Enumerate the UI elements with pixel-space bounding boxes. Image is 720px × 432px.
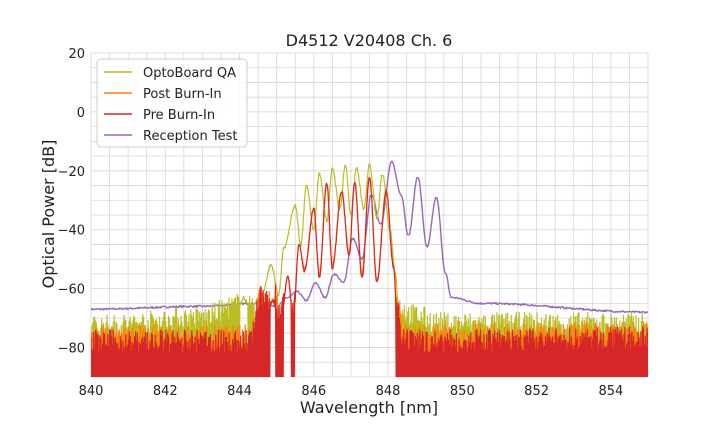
x-tick-label: 844 bbox=[227, 384, 252, 399]
x-tick-label: 848 bbox=[376, 384, 401, 399]
series-line-pre-burn-in bbox=[91, 177, 648, 377]
y-tick-label: −20 bbox=[58, 165, 85, 180]
tick-labels: 840 842 844 846 848 850 852 854 20 0 −20 −40 −60 −80 bbox=[58, 47, 624, 399]
legend: OptoBoard QA Post Burn-In Pre Burn-In Recep… bbox=[96, 58, 248, 148]
x-tick-label: 840 bbox=[79, 384, 104, 399]
y-tick-label: −80 bbox=[58, 342, 85, 357]
x-axis-label: Wavelength [nm] bbox=[300, 398, 438, 417]
x-tick-label: 850 bbox=[450, 384, 475, 399]
x-tick-label: 846 bbox=[301, 384, 326, 399]
x-tick-label: 854 bbox=[598, 384, 623, 399]
legend-label: Reception Test bbox=[143, 129, 237, 144]
y-tick-label: 0 bbox=[77, 106, 85, 121]
legend-label: OptoBoard QA bbox=[143, 66, 236, 81]
y-tick-label: −40 bbox=[58, 224, 85, 239]
chart-title: D4512 V20408 Ch. 6 bbox=[286, 31, 453, 50]
legend-label: Post Burn-In bbox=[143, 87, 222, 102]
y-tick-label: −60 bbox=[58, 283, 85, 298]
x-tick-label: 852 bbox=[524, 384, 549, 399]
y-axis-label: Optical Power [dB] bbox=[39, 140, 58, 289]
series-layer bbox=[91, 160, 648, 377]
y-tick-label: 20 bbox=[68, 47, 85, 62]
legend-box bbox=[96, 58, 248, 148]
x-tick-label: 842 bbox=[153, 384, 178, 399]
series-line-reception-test bbox=[91, 160, 648, 314]
legend-label: Pre Burn-In bbox=[143, 108, 215, 123]
